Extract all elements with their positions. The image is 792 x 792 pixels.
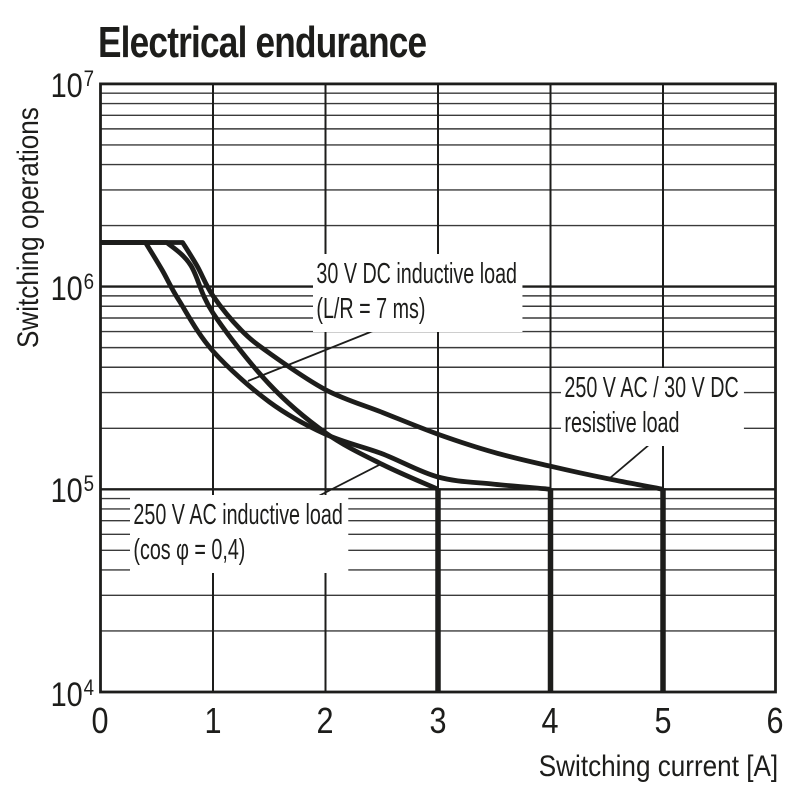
x-tick-4: 4 — [541, 700, 559, 741]
x-tick-2: 2 — [316, 700, 334, 741]
leader-line — [247, 326, 384, 382]
y-tick-exponent: 6 — [83, 269, 94, 294]
annotation-line-1: 250 V AC / 30 V DC — [564, 372, 739, 404]
annotation-resistive: 250 V AC / 30 V DC resistive load — [561, 368, 745, 446]
annotation-line-2: (L/R = 7 ms) — [316, 293, 426, 325]
y-tick-1e6: 106 — [50, 269, 94, 308]
x-tick-6: 6 — [766, 700, 784, 741]
y-tick-1e7: 107 — [50, 66, 94, 105]
annotation-line-1: 250 V AC inductive load — [133, 499, 343, 531]
x-tick-5: 5 — [654, 700, 672, 741]
chart-title: Electrical endurance — [98, 18, 427, 67]
endurance-curves — [100, 240, 666, 692]
annotation-30vdc-inductive: 30 V DC inductive load (L/R = 7 ms) — [313, 254, 523, 332]
y-tick-exponent: 7 — [83, 66, 94, 91]
annotation-line-1: 30 V DC inductive load — [316, 258, 517, 290]
annotation-250vac-inductive: 250 V AC inductive load (cos φ = 0,4) — [130, 495, 349, 573]
curve-series-2 — [100, 240, 439, 492]
curve-series-1 — [100, 240, 664, 492]
x-axis-label: Switching current [A] — [538, 750, 778, 783]
y-tick-exponent: 5 — [83, 471, 94, 496]
y-tick-1e5: 105 — [50, 471, 94, 510]
annotation-line-2: resistive load — [564, 407, 680, 439]
curve-series-0 — [100, 240, 551, 492]
x-tick-1: 1 — [204, 700, 222, 741]
y-axis-label: Switching operations — [12, 107, 45, 348]
y-tick-1e4: 104 — [50, 675, 94, 714]
x-tick-0: 0 — [91, 700, 109, 741]
annotation-line-2: (cos φ = 0,4) — [133, 534, 246, 566]
x-tick-3: 3 — [429, 700, 447, 741]
y-tick-exponent: 4 — [83, 675, 94, 700]
leader-line — [609, 443, 651, 479]
